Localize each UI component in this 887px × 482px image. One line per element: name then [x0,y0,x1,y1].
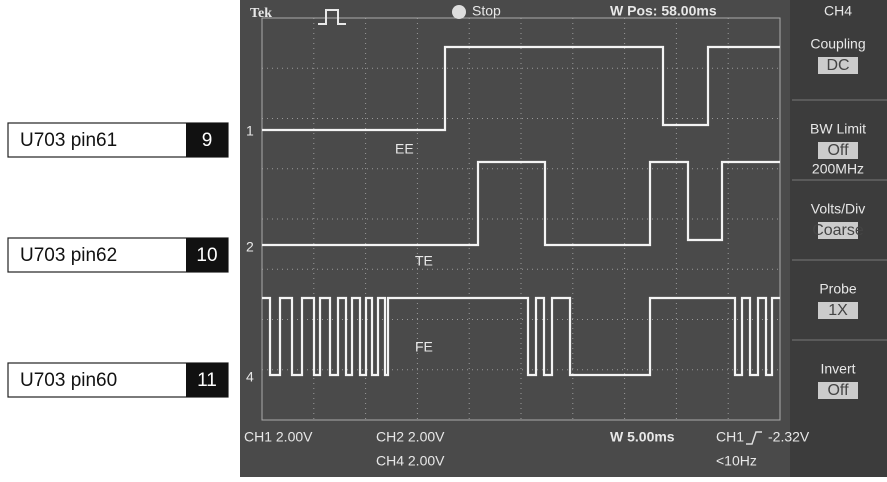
signal-name: U703 pin61 [20,130,117,151]
menu-value: Coarse [812,222,864,239]
menu-value: Off [827,142,849,159]
menu-value-box [818,142,858,159]
menu-value-box [818,57,858,74]
menu-title: Coupling [810,36,865,52]
trigger-slope [746,431,762,445]
waveform-ee [262,45,780,132]
signal-name: U703 pin60 [20,370,117,391]
menu-value-box [818,302,858,319]
trigger-icon [318,9,346,25]
signal-name: U703 pin62 [20,245,117,266]
trace-name: TE [415,253,433,269]
label-number-box [186,123,228,157]
menu-title: Probe [819,281,857,297]
ch1-scale: CH1 2.00V [244,429,313,445]
pin-number: 11 [197,370,217,391]
trace-marker: 1 [246,123,254,139]
signal-labels: U703 pin61 9 U703 pin62 10 U703 pin60 11 [7,122,229,398]
trace-name: EE [395,141,414,157]
brand: Tek [250,6,272,21]
status: Stop [472,3,501,19]
w-position: W Pos: 58.00ms [610,3,717,19]
channel: CH4 [824,3,852,19]
pin-number: 10 [196,245,217,266]
label-number-box [186,363,228,397]
menu-value-box [818,382,858,399]
menu-value-box [818,222,858,239]
status-dot [452,5,466,19]
trace-marker: 4 [246,369,254,385]
menu-title: Volts/Div [811,201,865,217]
menu-value: 1X [828,302,848,319]
waveform-te [262,160,780,247]
menu-value: Off [827,382,849,399]
scope-screen [240,0,887,477]
ch2-scale: CH2 2.00V [376,429,445,445]
trace-name: FE [415,339,433,355]
menu-title: BW Limit [810,121,866,137]
ch4-scale: CH4 2.00V [376,453,445,469]
label-number-box [186,238,228,272]
graticule-border [261,17,781,421]
trigger-source: CH1 [716,429,744,445]
trigger-level: -2.32V [768,429,810,445]
timebase: W 5.00ms [610,429,675,445]
frequency: <10Hz [716,453,757,469]
waveform-fe [262,296,780,377]
trace-marker: 2 [246,239,254,255]
scope-text: Tek Stop W Pos: 58.00ms CH4 Coupling DC BW Lim… [244,3,887,469]
menu-title: Invert [820,361,855,377]
menu-value: DC [826,57,849,74]
menu-extra: 200MHz [812,161,864,177]
pin-number: 9 [202,130,213,151]
